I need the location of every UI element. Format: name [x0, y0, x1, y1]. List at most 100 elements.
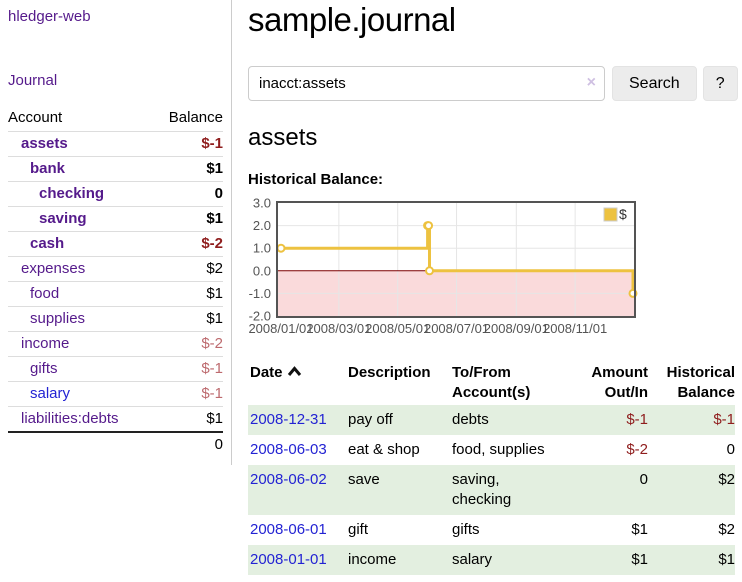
svg-text:2008/09/01: 2008/09/01 [484, 321, 549, 336]
account-row: cash $-2 [8, 231, 223, 257]
register-row: 2008-12-31 pay off debts $-1 $-1 [248, 405, 735, 435]
account-link-cash[interactable]: cash [30, 235, 65, 252]
register-header-amount[interactable]: Amount Out/In [591, 364, 648, 401]
transaction-date-link[interactable]: 2008-12-31 [250, 411, 327, 428]
account-row: bank $1 [8, 156, 223, 182]
svg-text:2008/07/01: 2008/07/01 [424, 321, 489, 336]
account-link-salary[interactable]: salary [30, 385, 71, 402]
transaction-balance: 0 [726, 441, 735, 458]
transaction-amount: 0 [639, 471, 648, 488]
sort-ascending-icon [287, 366, 301, 376]
register-row: 2008-01-01 income salary $1 $1 [248, 545, 735, 575]
svg-text:2008/01/01: 2008/01/01 [248, 321, 313, 336]
transaction-accounts: saving, checking [452, 471, 512, 508]
account-balance: $1 [206, 410, 223, 427]
account-row: checking 0 [8, 181, 223, 207]
transaction-amount: $1 [631, 551, 648, 568]
account-balance: $1 [206, 210, 223, 227]
account-row: gifts $-1 [8, 356, 223, 382]
transaction-balance: $-1 [713, 411, 735, 428]
search-input[interactable] [248, 66, 605, 101]
account-balance: 0 [214, 185, 223, 202]
account-heading: assets [248, 124, 318, 151]
account-balance: $-2 [201, 235, 223, 252]
historical-balance-chart: $3.0 2.0 1.0 0.0 -1.0 -2.0 2008/01/01 2008/03/0… [248, 194, 668, 340]
accounts-header-balance: Balance [168, 109, 223, 126]
search-button[interactable]: Search [612, 66, 697, 101]
account-link-liabilities-debts[interactable]: liabilities:debts [21, 410, 119, 427]
register-header-accounts[interactable]: To/From Account(s) [452, 364, 531, 401]
account-balance: $1 [206, 160, 223, 177]
register-header-description[interactable]: Description [348, 364, 431, 381]
app-title-link[interactable]: hledger-web [8, 8, 91, 25]
svg-text:2008/11/01: 2008/11/01 [543, 321, 607, 336]
account-link-gifts[interactable]: gifts [30, 360, 58, 377]
register-table: Date Description To/From Account(s) Amou… [248, 361, 735, 575]
transaction-amount: $-1 [626, 411, 648, 428]
svg-text:2008/05/01: 2008/05/01 [365, 321, 430, 336]
account-link-expenses[interactable]: expenses [21, 260, 86, 277]
transaction-description: income [348, 551, 397, 568]
account-link-supplies[interactable]: supplies [30, 310, 86, 327]
transaction-balance: $2 [718, 471, 735, 488]
register-header-date[interactable]: Date [248, 361, 346, 405]
account-balance: $1 [206, 285, 223, 302]
svg-text:-1.0: -1.0 [249, 286, 271, 301]
transaction-accounts: food, supplies [452, 441, 545, 458]
account-row: saving $1 [8, 206, 223, 232]
account-link-assets[interactable]: assets [21, 135, 68, 152]
balance-line-chart-svg: $3.0 2.0 1.0 0.0 -1.0 -2.02008/01/012008/03/0… [248, 196, 638, 336]
sidebar-item-journal[interactable]: Journal [8, 72, 58, 89]
account-link-checking[interactable]: checking [39, 185, 105, 202]
svg-text:0.0: 0.0 [253, 263, 271, 278]
svg-text:1.0: 1.0 [253, 241, 271, 256]
transaction-balance: $1 [718, 551, 735, 568]
search-bar: × Search ? [248, 66, 742, 101]
transaction-date-link[interactable]: 2008-06-01 [250, 521, 327, 538]
account-balance: $-2 [201, 335, 223, 352]
accounts-total-value: 0 [152, 431, 223, 457]
account-balance: $-1 [201, 135, 223, 152]
register-header-balance[interactable]: Historical Balance [666, 364, 735, 401]
main-content: sample.journal × Search ? assets Histori… [232, 0, 742, 575]
svg-text:-2.0: -2.0 [249, 309, 271, 324]
transaction-accounts: debts [452, 411, 489, 428]
svg-text:$: $ [619, 206, 627, 222]
account-row: supplies $1 [8, 306, 223, 332]
sidebar: hledger-web Journal Account Balance asse… [0, 0, 232, 465]
transaction-date-link[interactable]: 2008-06-03 [250, 441, 327, 458]
account-link-saving[interactable]: saving [39, 210, 87, 227]
account-row: expenses $2 [8, 256, 223, 282]
account-row: assets $-1 [8, 131, 223, 157]
accounts-total-row: 0 [8, 431, 223, 457]
account-row: food $1 [8, 281, 223, 307]
transaction-description: save [348, 471, 380, 488]
transaction-description: gift [348, 521, 369, 538]
svg-text:2.0: 2.0 [253, 218, 271, 233]
account-row: liabilities:debts $1 [8, 406, 223, 433]
transaction-date-link[interactable]: 2008-01-01 [250, 551, 327, 568]
register-row: 2008-06-03 eat & shop food, supplies $-2 0 [248, 435, 735, 465]
transaction-amount: $1 [631, 521, 648, 538]
transaction-description: eat & shop [348, 441, 420, 458]
account-link-income[interactable]: income [21, 335, 70, 352]
account-balance: $-1 [201, 360, 223, 377]
account-balance: $-1 [201, 385, 223, 402]
account-link-bank[interactable]: bank [30, 160, 66, 177]
transaction-amount: $-2 [626, 441, 648, 458]
transaction-date-link[interactable]: 2008-06-02 [250, 471, 327, 488]
transaction-balance: $2 [718, 521, 735, 538]
page-title: sample.journal [248, 1, 456, 38]
register-row: 2008-06-02 save saving, checking 0 $2 [248, 465, 735, 515]
clear-search-icon[interactable]: × [586, 74, 596, 91]
account-link-food[interactable]: food [30, 285, 60, 302]
transaction-accounts: gifts [452, 521, 480, 538]
accounts-balance-table: Account Balance assets $-1 bank $1 checking 0… [8, 105, 223, 457]
register-row: 2008-06-01 gift gifts $1 $2 [248, 515, 735, 545]
help-button[interactable]: ? [702, 66, 738, 101]
chart-title: Historical Balance: [248, 171, 384, 188]
account-row: income $-2 [8, 331, 223, 357]
svg-text:3.0: 3.0 [253, 196, 271, 211]
account-row: salary $-1 [8, 381, 223, 407]
accounts-header-account: Account [8, 109, 63, 126]
